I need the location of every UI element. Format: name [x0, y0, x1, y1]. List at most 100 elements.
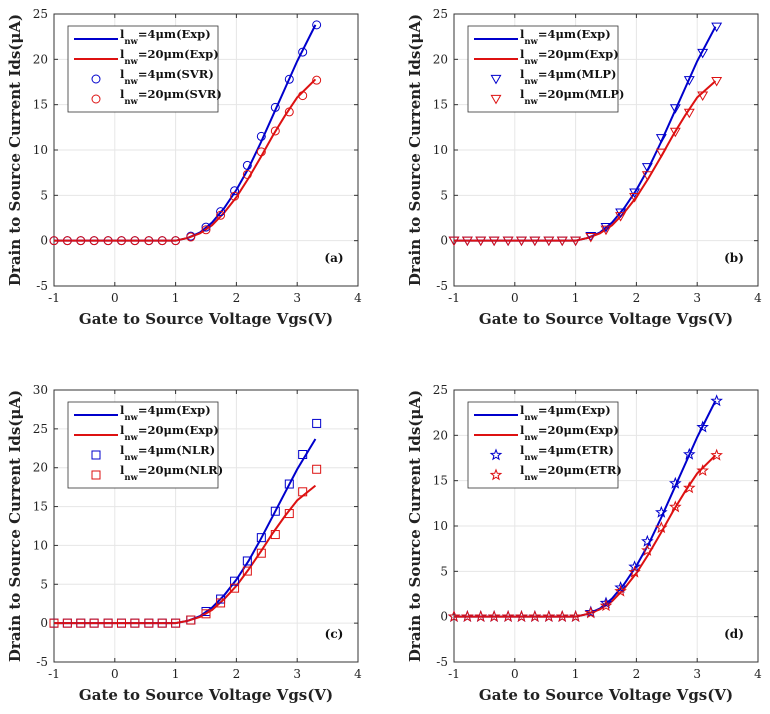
data-point-red [284, 107, 294, 117]
data-point-blue [584, 605, 598, 618]
legend-label-main: l [520, 463, 525, 477]
data-point-blue [230, 576, 240, 586]
legend-label: lnw=4μm(SVR) [120, 67, 214, 87]
data-point-red [515, 610, 528, 623]
legend-label: lnw=4μm(MLP) [520, 67, 616, 87]
data-point-red [49, 618, 59, 628]
legend-marker-swatch [489, 468, 503, 481]
axes-box [53, 389, 359, 663]
legend-label-sub: nw [524, 433, 538, 443]
x-tick-label: 3 [693, 291, 701, 305]
legend-label-sub: nw [124, 77, 138, 87]
legend-label: lnw=4μm(Exp) [120, 27, 211, 47]
data-point-red [599, 599, 613, 612]
legend-label: lnw=4μm(Exp) [520, 27, 611, 47]
x-tick-label: 4 [754, 291, 762, 305]
legend-label-rest: =4μm(Exp) [538, 403, 611, 417]
data-point-blue [312, 418, 322, 428]
data-point-red [62, 618, 72, 628]
data-point-red [216, 598, 226, 608]
y-tick-label: 5 [40, 577, 48, 591]
x-tick-label: 1 [172, 667, 180, 681]
data-point-red [501, 610, 515, 623]
x-tick-label: 0 [111, 291, 119, 305]
y-axis-label: Drain to Source Current Ids(μA) [6, 390, 24, 662]
legend-label-rest: =4μm(Exp) [138, 27, 211, 41]
legend-label-rest: =20μm(NLR) [138, 463, 223, 477]
data-point-blue [242, 160, 252, 170]
y-tick-label: 15 [433, 98, 448, 112]
chart-panel-2: -1 0 1 2 3 4-50510152025lnw=4μm(Exp)lnw=20μm(… [406, 7, 762, 328]
legend-label-main: l [520, 423, 525, 437]
legend-label: lnw=4μm(NLR) [120, 443, 215, 463]
chart-panel-4: -1 0 1 2 3 4-50510152025lnw=4μm(Exp)lnw=20μm(… [406, 383, 762, 704]
y-tick-label: 15 [33, 500, 48, 514]
data-point-red [49, 236, 59, 246]
data-point-red [116, 618, 126, 628]
data-point-blue [683, 447, 696, 460]
data-point-red [669, 127, 681, 138]
y-tick-label: -5 [436, 655, 448, 669]
legend-label-sub: nw [524, 57, 538, 67]
data-point-blue [270, 102, 280, 112]
legend-label-rest: =20μm(MLP) [538, 87, 625, 101]
data-point-red [628, 565, 641, 578]
data-point-red [89, 236, 99, 246]
data-point-red [584, 606, 598, 619]
y-tick-label: 10 [433, 143, 448, 157]
y-tick-label: 20 [33, 461, 48, 475]
x-tick-label: 3 [693, 667, 701, 681]
legend-label-rest: =20μm(Exp) [138, 423, 219, 437]
data-point-blue [669, 104, 681, 114]
y-tick-label: 15 [33, 98, 48, 112]
legend-label-main: l [120, 27, 125, 41]
data-point-red [615, 212, 627, 222]
legend: lnw=4μm(Exp)lnw=20μm(Exp)lnw=4μm(MLP)lnw… [467, 25, 625, 113]
data-point-blue [629, 188, 641, 199]
x-tick-label: 1 [572, 667, 580, 681]
legend-label-sub: nw [124, 57, 138, 67]
legend-label-sub: nw [524, 77, 538, 87]
panel-label: (d) [724, 627, 744, 641]
series-line-red [454, 80, 717, 242]
axes-box [453, 13, 759, 287]
y-tick-label: 0 [440, 234, 448, 248]
legend: lnw=4μm(Exp)lnw=20μm(Exp)lnw=4μm(NLR)lnw… [67, 401, 223, 489]
x-axis-label: Gate to Source Voltage Vgs(V) [79, 310, 333, 328]
x-tick-label: -1 [448, 291, 460, 305]
y-tick-label: 15 [433, 474, 448, 488]
data-point-red [76, 618, 86, 628]
legend-label: lnw=20μm(Exp) [520, 47, 619, 67]
data-point-blue [669, 476, 682, 489]
data-point-blue [711, 22, 723, 33]
legend: lnw=4μm(Exp)lnw=20μm(Exp)lnw=4μm(ETR)lnw… [467, 401, 622, 489]
data-point-red [256, 548, 266, 558]
legend-label-sub: nw [124, 473, 138, 483]
legend-label-sub: nw [124, 97, 138, 107]
data-point-red [284, 509, 294, 519]
data-point-red [461, 236, 473, 247]
x-tick-label: 2 [633, 667, 641, 681]
legend-label-main: l [120, 463, 125, 477]
x-tick-label: 3 [293, 291, 301, 305]
data-point-blue [284, 479, 294, 489]
legend-label: lnw=20μm(NLR) [120, 463, 223, 483]
legend-label-main: l [120, 47, 125, 61]
x-tick-label: 0 [511, 291, 519, 305]
data-point-red [62, 236, 72, 246]
legend-label-sub: nw [524, 97, 538, 107]
y-tick-label: 5 [40, 188, 48, 202]
data-point-red [655, 148, 667, 159]
data-point-red [270, 530, 280, 540]
legend-marker-swatch [490, 74, 502, 85]
data-point-red [696, 464, 709, 477]
data-point-red [447, 610, 461, 623]
data-point-blue [298, 450, 308, 460]
data-point-blue [216, 207, 226, 217]
x-tick-label: 0 [511, 667, 519, 681]
chart-panel-1: -1 0 1 2 3 4-50510152025lnw=4μm(Exp)lnw=20μm(… [6, 7, 362, 328]
legend-box [67, 25, 219, 113]
x-tick-label: 0 [111, 667, 119, 681]
legend-label-rest: =4μm(NLR) [138, 443, 215, 457]
